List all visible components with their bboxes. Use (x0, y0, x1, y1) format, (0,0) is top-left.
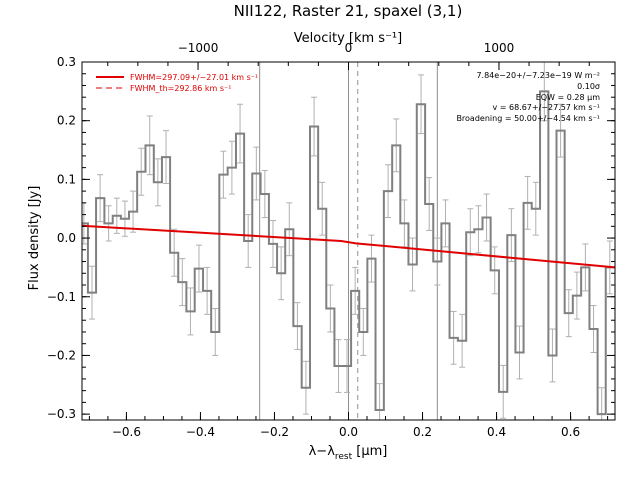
y-tick-label-5: 0.2 (57, 114, 76, 128)
top-tick-label-2: 1000 (484, 41, 515, 55)
x-tick-label-5: 0.4 (487, 425, 506, 439)
top-tick-label-1: 0 (345, 41, 353, 55)
y-axis-label: Flux density [Jy] (27, 186, 42, 291)
x-axis-label: λ−λrest [μm] (309, 444, 388, 462)
x-axis-label-unit: [μm] (352, 444, 387, 459)
legend-label-fwhm: FWHM=297.09+/−27.01 km s⁻¹ (130, 73, 258, 82)
x-tick-label-2: −0.2 (260, 425, 289, 439)
fit-line (82, 224, 615, 269)
y-tick-label-1: −0.2 (47, 348, 76, 362)
spectrum-step-line (82, 90, 614, 416)
x-tick-label-0: −0.6 (112, 425, 141, 439)
x-tick-label-3: 0.0 (339, 425, 358, 439)
annotation-sigma: 0.10σ (577, 82, 600, 91)
x-tick-label-4: 0.2 (413, 425, 432, 439)
x-tick-label-1: −0.4 (186, 425, 215, 439)
legend-label-fwhm-th: FWHM_th=292.86 km s⁻¹ (130, 84, 231, 93)
top-axis-label: Velocity [km s⁻¹] (294, 31, 402, 46)
annotation-eqw: EQW = 0.28 μm (536, 93, 600, 102)
chart-title: NII122, Raster 21, spaxel (3,1) (234, 2, 463, 20)
y-tick-label-6: 0.3 (57, 55, 76, 69)
annotation-broadening: Broadening = 50.00+/−4.54 km s⁻¹ (456, 114, 600, 123)
y-tick-label-4: 0.1 (57, 172, 76, 186)
axes: −0.6 −0.4 −0.2 0.0 0.2 0.4 0.6 −1000 0 1000 −0.3 −0… (47, 41, 615, 439)
legend: FWHM=297.09+/−27.01 km s⁻¹ FWHM_th=292.8… (96, 73, 258, 93)
fit-annotations: 7.84e−20+/−7.23e−19 W m⁻² 0.10σ EQW = 0.… (456, 71, 600, 123)
top-tick-label-0: −1000 (178, 41, 219, 55)
x-tick-label-6: 0.6 (561, 425, 580, 439)
plot-area (82, 62, 615, 420)
y-tick-label-2: −0.1 (47, 290, 76, 304)
plot-content (82, 62, 615, 420)
annotation-flux: 7.84e−20+/−7.23e−19 W m⁻² (476, 71, 600, 80)
y-tick-label-3: 0.0 (57, 231, 76, 245)
x-axis-label-sub: rest (335, 452, 353, 462)
annotation-velocity: v = 68.67+/−27.57 km s⁻¹ (492, 103, 600, 112)
y-tick-label-0: −0.3 (47, 407, 76, 421)
x-axis-label-main: λ−λ (309, 444, 336, 459)
